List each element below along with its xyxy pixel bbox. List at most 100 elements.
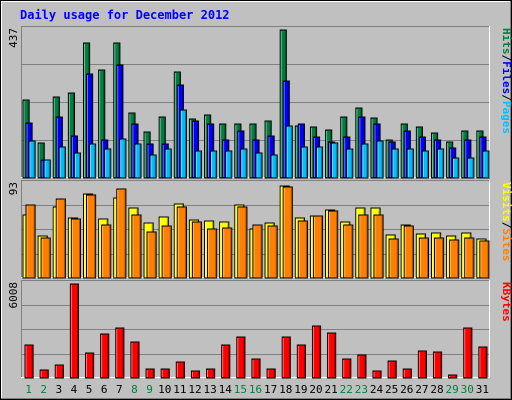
x-tick-label: 3: [56, 383, 63, 396]
bar-sites-day-27: [418, 237, 429, 279]
bar-pages-day-21: [331, 142, 339, 179]
bar-pages-day-25: [391, 148, 399, 179]
bar-pages-day-3: [58, 146, 66, 179]
ymax-label-top: 437: [7, 28, 20, 48]
right-label-separator: /: [500, 55, 512, 62]
bar-sites-day-2: [40, 237, 51, 279]
bar-sites-day-22: [343, 224, 354, 279]
x-tick-label: 7: [116, 383, 123, 396]
x-tick-label: 27: [415, 383, 428, 396]
bar-kbytes-day-14: [221, 344, 231, 379]
bar-pages-day-5: [89, 143, 97, 179]
bar-sites-day-12: [191, 221, 203, 279]
x-tick-label: 23: [355, 383, 368, 396]
x-tick-label: 4: [71, 383, 78, 396]
bar-kbytes-day-30: [463, 327, 473, 379]
bar-sites-day-26: [403, 225, 414, 279]
bar-pages-day-10: [164, 148, 172, 179]
bar-pages-day-16: [255, 152, 263, 179]
x-tick-label: 15: [234, 383, 247, 396]
bar-pages-day-4: [73, 152, 82, 179]
bar-kbytes-day-9: [145, 368, 155, 379]
bar-pages-day-17: [270, 154, 278, 179]
bar-pages-day-18: [285, 125, 293, 179]
bar-sites-day-1: [25, 204, 36, 279]
x-tick-label: 17: [264, 383, 277, 396]
bar-sites-day-13: [207, 228, 218, 279]
bar-sites-day-23: [358, 214, 369, 279]
x-tick-label: 14: [219, 383, 233, 396]
bar-kbytes-day-10: [160, 368, 170, 379]
bar-pages-day-13: [210, 150, 218, 179]
x-tick-label: 24: [370, 383, 384, 396]
gridlines-bottom: [22, 305, 489, 355]
bar-pages-day-14: [225, 150, 233, 179]
bar-kbytes-day-31: [478, 346, 488, 379]
x-tick-label: 30: [461, 383, 474, 396]
x-tick-label: 13: [203, 383, 216, 396]
bars-bottom: [24, 283, 488, 379]
bar-pages-day-2: [43, 159, 51, 179]
bar-pages-day-22: [346, 148, 354, 179]
bar-kbytes-day-2: [39, 369, 49, 379]
x-tick-label: 5: [86, 383, 93, 396]
x-tick-label: 21: [325, 383, 338, 396]
bar-sites-day-29: [449, 239, 460, 279]
bar-sites-day-19: [297, 220, 308, 279]
right-label-bottom: KBytes: [500, 282, 512, 322]
x-tick-label: 20: [309, 383, 322, 396]
right-label-part: Visits: [500, 182, 512, 222]
bar-kbytes-day-28: [432, 351, 443, 379]
bar-pages-day-7: [119, 138, 127, 179]
right-label-part: Files: [500, 61, 512, 94]
bar-sites-day-6: [101, 224, 112, 279]
bar-sites-day-15: [237, 206, 248, 279]
bar-sites-day-8: [131, 214, 142, 279]
bar-pages-day-12: [194, 150, 203, 179]
right-label-part: KBytes: [500, 282, 512, 322]
bar-kbytes-day-3: [54, 364, 64, 379]
bar-kbytes-day-8: [130, 341, 140, 379]
bar-kbytes-day-19: [296, 344, 306, 379]
x-tick-label: 16: [249, 383, 262, 396]
panel-top: 437 Hits/Files/Pages: [7, 26, 512, 179]
x-tick-label: 31: [476, 383, 489, 396]
chart-title: Daily usage for December 2012: [20, 8, 230, 22]
bar-kbytes-day-18: [281, 336, 291, 379]
right-label-part: Pages: [500, 101, 512, 134]
x-tick-label: 28: [430, 383, 443, 396]
x-tick-label: 18: [279, 383, 292, 396]
bar-pages-day-9: [149, 154, 157, 179]
bar-sites-day-9: [146, 231, 157, 279]
x-tick-label: 12: [188, 383, 201, 396]
x-tick-label: 29: [446, 383, 459, 396]
bar-sites-day-25: [388, 238, 399, 279]
bar-kbytes-day-25: [387, 360, 397, 379]
x-tick-label: 10: [158, 383, 171, 396]
bar-kbytes-day-15: [236, 336, 246, 379]
bar-pages-day-29: [452, 157, 460, 179]
bar-sites-day-3: [55, 198, 66, 279]
bar-sites-day-28: [433, 237, 445, 279]
x-tick-label: 2: [40, 383, 47, 396]
bar-kbytes-day-17: [266, 368, 276, 379]
right-label-top: Hits/Files/Pages: [500, 28, 512, 134]
bar-pages-day-28: [436, 148, 445, 179]
right-label-part: Hits: [500, 28, 512, 55]
x-tick-label: 26: [400, 383, 413, 396]
right-label-separator: /: [500, 222, 512, 229]
bar-kbytes-day-13: [206, 368, 216, 379]
x-tick-label: 22: [340, 383, 353, 396]
bar-sites-day-18: [282, 186, 293, 279]
bar-kbytes-day-12: [190, 370, 201, 379]
bar-pages-day-31: [482, 150, 490, 179]
bar-kbytes-day-27: [417, 350, 427, 379]
bars-top: [22, 29, 490, 179]
x-tick-label: 6: [101, 383, 108, 396]
x-tick-label: 11: [173, 383, 186, 396]
bar-sites-day-21: [328, 210, 339, 279]
bar-sites-day-30: [464, 237, 475, 279]
panel-middle: 93 Visits/Sites: [7, 180, 512, 279]
bar-kbytes-day-1: [24, 344, 34, 379]
